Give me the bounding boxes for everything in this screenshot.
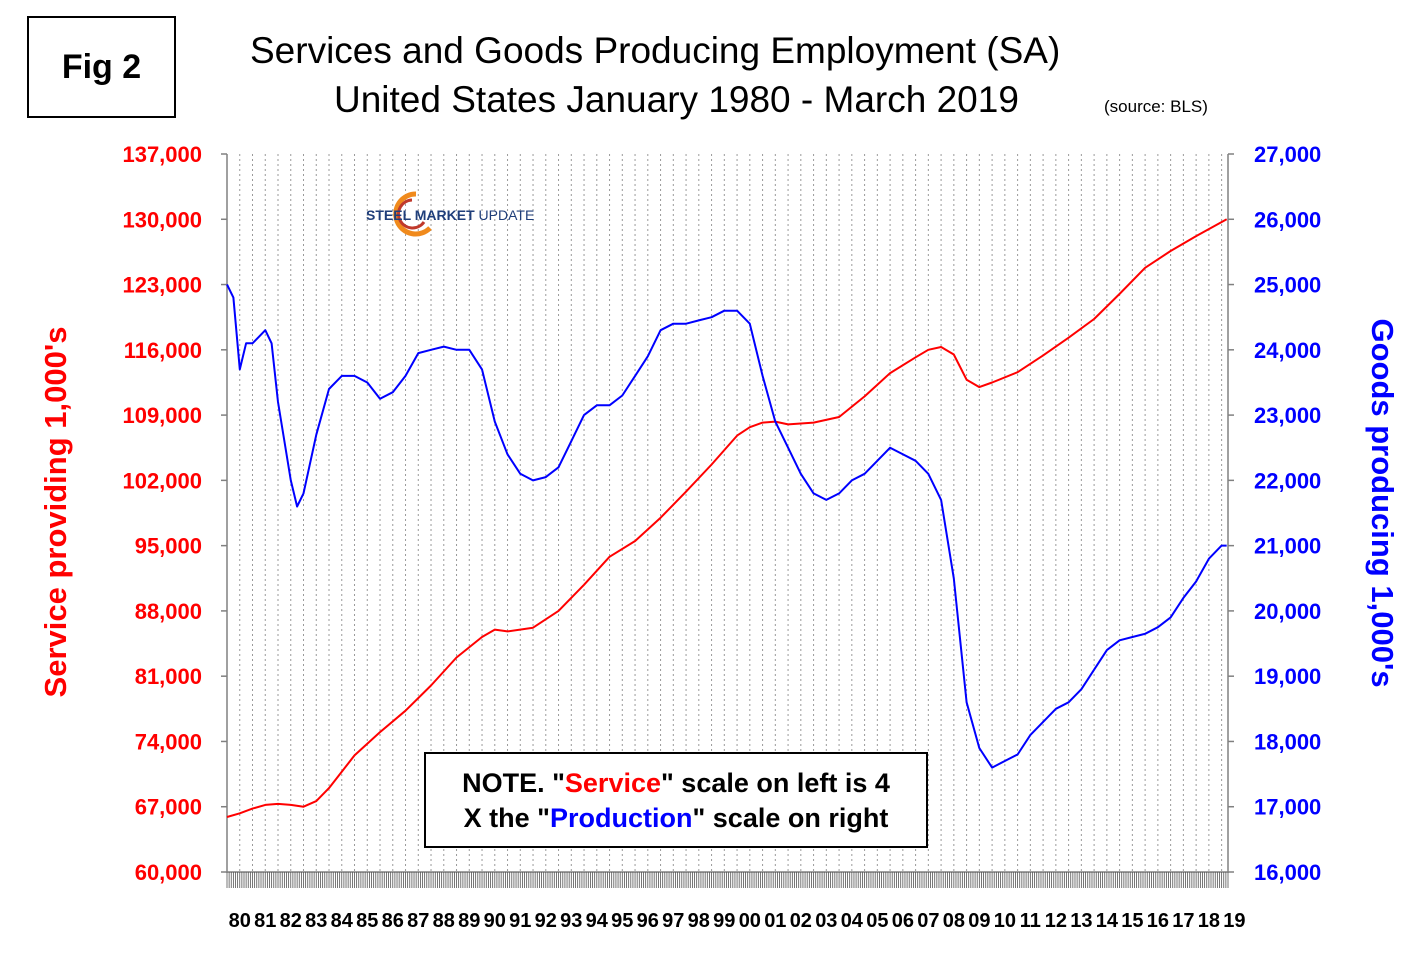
figure-label: Fig 2 — [27, 16, 176, 118]
x-tick-label: 13 — [1070, 910, 1092, 932]
x-tick-label: 81 — [254, 910, 276, 932]
chart-title-line1: Services and Goods Producing Employment … — [250, 30, 1060, 71]
logo-text-light: UPDATE — [474, 207, 535, 223]
logo-swoosh-icon — [393, 191, 432, 237]
note-production-word: Production — [549, 803, 693, 833]
y-right-tick-label: 23,000 — [1254, 403, 1321, 428]
x-tick-label: 15 — [1121, 910, 1143, 932]
x-tick-label: 09 — [968, 910, 990, 932]
x-tick-label: 03 — [815, 910, 837, 932]
y-left-tick-label: 109,000 — [122, 403, 202, 428]
y-right-tick-label: 19,000 — [1254, 664, 1321, 689]
note-text-3: X the " — [463, 803, 550, 833]
x-tick-label: 93 — [560, 910, 582, 932]
y-left-tick-label: 88,000 — [135, 599, 202, 624]
y-right-tick-label: 27,000 — [1254, 142, 1321, 167]
y-left-tick-label: 123,000 — [122, 273, 202, 298]
note-text-4: " scale on right — [692, 803, 889, 833]
y-left-tick-label: 102,000 — [122, 468, 202, 493]
x-tick-label: 98 — [688, 910, 710, 932]
y-left-tick-label: 60,000 — [135, 860, 202, 885]
y-axis-left-label: Service providing 1,000's — [38, 327, 73, 698]
x-tick-label: 88 — [433, 910, 455, 932]
x-tick-label: 00 — [739, 910, 761, 932]
x-tick-label: 11 — [1020, 910, 1041, 932]
y-left-tick-label: 81,000 — [135, 664, 202, 689]
series-line-service — [226, 218, 1228, 818]
x-tick-label: 16 — [1147, 910, 1169, 932]
x-tick-label: 05 — [866, 910, 888, 932]
y-left-tick-label: 67,000 — [135, 795, 202, 820]
x-tick-label: 96 — [637, 910, 659, 932]
y-right-tick-label: 26,000 — [1254, 207, 1321, 232]
y-axis-right-label: Goods producing 1,000's — [1365, 318, 1400, 687]
series-lines — [226, 218, 1228, 818]
y-right-tick-label: 16,000 — [1254, 860, 1321, 885]
x-tick-label: 06 — [892, 910, 914, 932]
note-text-2: " scale on left is 4 — [661, 768, 890, 798]
x-tick-label: 90 — [484, 910, 506, 932]
note-service-word: Service — [564, 768, 661, 798]
x-tick-label: 97 — [662, 910, 684, 932]
y-right-tick-label: 22,000 — [1254, 468, 1321, 493]
y-right-tick-label: 24,000 — [1254, 338, 1321, 363]
axes — [226, 154, 1229, 873]
x-tick-label: 10 — [994, 910, 1016, 932]
x-tick-label: 95 — [611, 910, 633, 932]
y-left-tick-label: 137,000 — [122, 142, 202, 167]
steel-market-update-logo: STEEL MARKET UPDATE — [364, 190, 539, 242]
chart-title-line2: United States January 1980 - March 2019 — [334, 79, 1019, 120]
x-tick-label: 83 — [305, 910, 327, 932]
x-tick-label: 07 — [917, 910, 939, 932]
x-tick-label: 04 — [841, 910, 864, 932]
x-axis-tick-labels: 80 81 82 83 84 85 86 87 88 89 90 91 92 93 94 95 96 97 98 99… — [229, 910, 1246, 932]
x-axis-tick-marks — [226, 872, 1229, 888]
note-box: NOTE. "Service" scale on left is 4 X the… — [424, 752, 928, 848]
x-tick-label: 87 — [407, 910, 429, 932]
y-right-tick-label: 17,000 — [1254, 795, 1321, 820]
y-axis-left-ticks: 60,000 67,000 74,000 81,000 88,000 95,000 102,… — [122, 142, 227, 885]
y-left-tick-label: 74,000 — [135, 729, 202, 754]
note-text-1: NOTE. " — [462, 768, 565, 798]
x-tick-label: 82 — [280, 910, 302, 932]
x-tick-label: 19 — [1223, 910, 1245, 932]
x-tick-label: 89 — [458, 910, 480, 932]
x-tick-label: 80 — [229, 910, 251, 932]
x-tick-label: 08 — [943, 910, 965, 932]
x-tick-label: 92 — [535, 910, 557, 932]
x-tick-label: 84 — [331, 910, 354, 932]
x-tick-label: 18 — [1198, 910, 1220, 932]
logo-text-bold: STEEL MARKET — [366, 207, 475, 223]
x-tick-label: 86 — [382, 910, 404, 932]
y-right-tick-label: 20,000 — [1254, 599, 1321, 624]
logo-text: STEEL MARKET UPDATE — [366, 207, 534, 223]
y-right-tick-label: 21,000 — [1254, 534, 1321, 559]
x-tick-label: 02 — [790, 910, 812, 932]
chart-source: (source: BLS) — [1104, 97, 1208, 116]
y-left-tick-label: 95,000 — [135, 534, 202, 559]
series-line-production — [226, 284, 1227, 769]
x-tick-label: 01 — [764, 910, 786, 932]
x-tick-label: 85 — [356, 910, 378, 932]
x-tick-label: 94 — [586, 910, 609, 932]
x-tick-label: 12 — [1045, 910, 1067, 932]
x-tick-label: 14 — [1096, 910, 1119, 932]
y-axis-right-ticks: 16,000 17,000 18,000 19,000 20,000 21,000 22,0… — [1228, 142, 1321, 885]
x-tick-label: 91 — [509, 910, 531, 932]
y-left-tick-label: 130,000 — [122, 207, 202, 232]
x-tick-label: 17 — [1172, 910, 1194, 932]
x-tick-label: 99 — [713, 910, 735, 932]
y-right-tick-label: 18,000 — [1254, 729, 1321, 754]
y-right-tick-label: 25,000 — [1254, 273, 1321, 298]
y-left-tick-label: 116,000 — [124, 338, 202, 363]
